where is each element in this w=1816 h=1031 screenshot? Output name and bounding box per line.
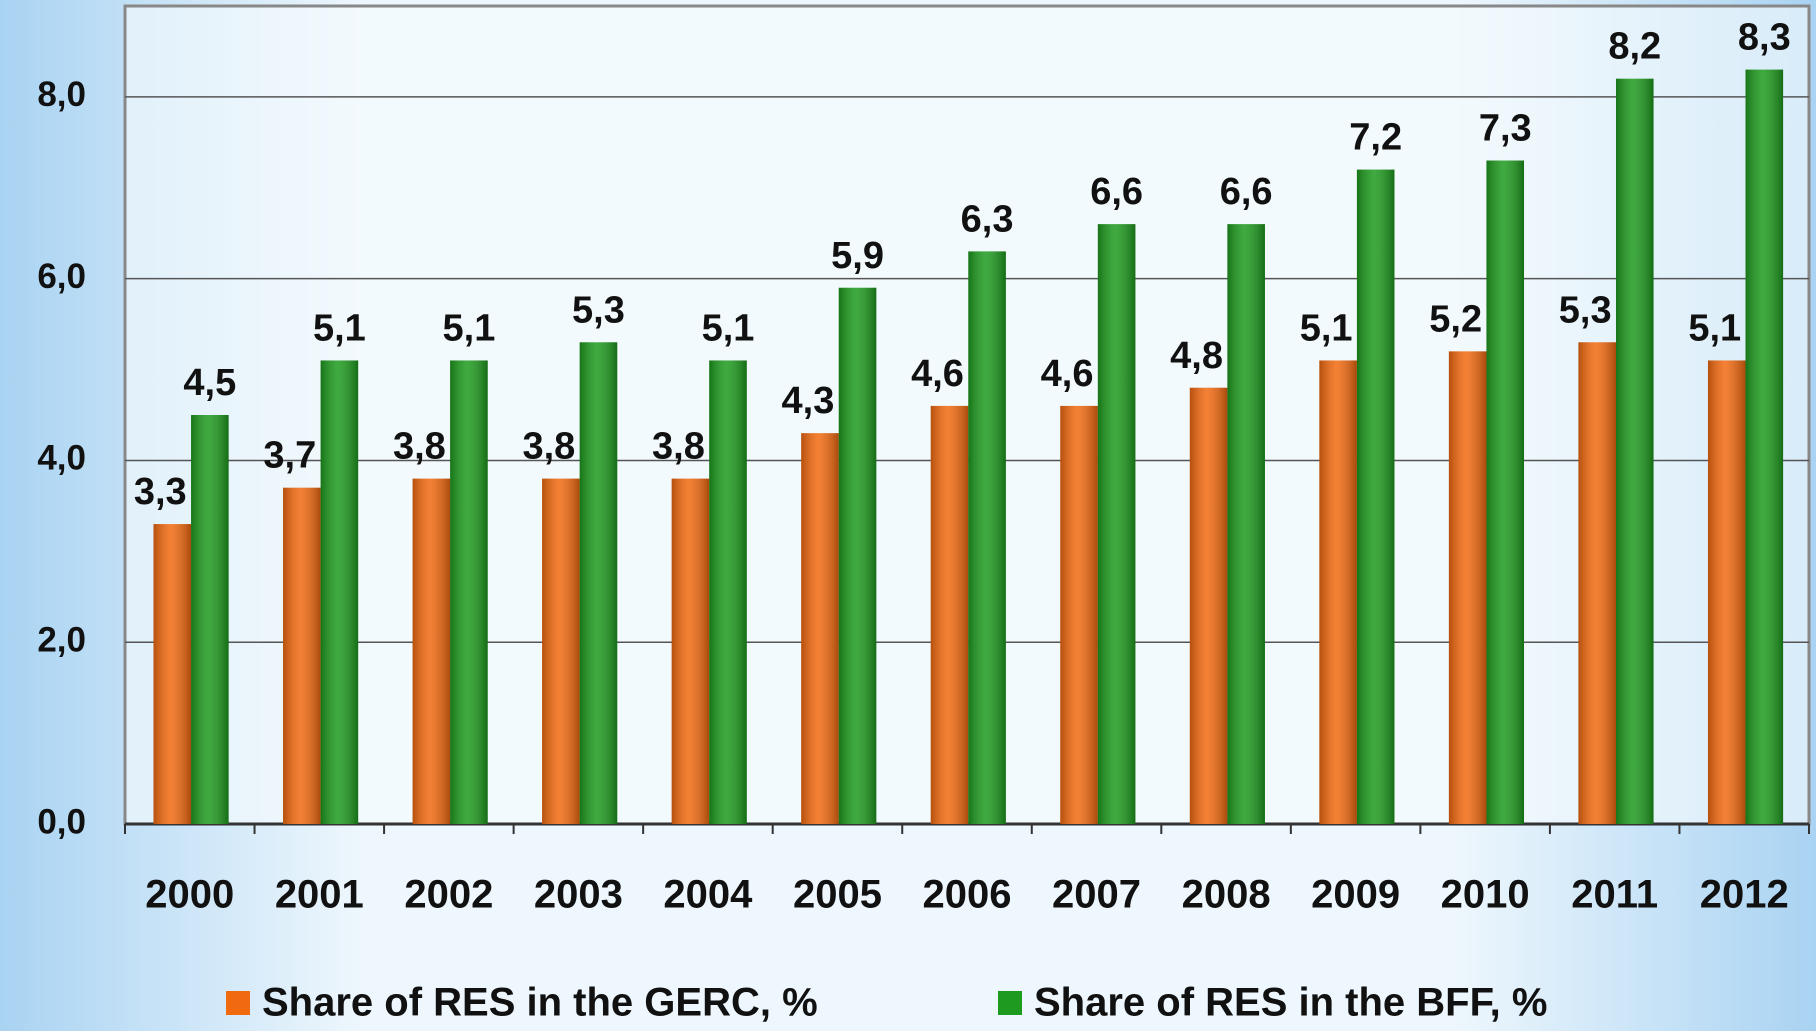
value-label: 6,6 <box>1090 171 1143 213</box>
value-label: 8,2 <box>1608 26 1661 68</box>
bar-shade <box>1227 224 1265 825</box>
bar-shade <box>1097 224 1136 825</box>
value-label: 3,3 <box>134 471 187 513</box>
bar-shade <box>320 360 359 824</box>
x-tick-label: 2008 <box>1182 873 1271 917</box>
bar-shade <box>412 478 451 824</box>
x-tick-label: 2011 <box>1571 873 1658 917</box>
x-tick-label: 2001 <box>275 873 364 917</box>
bar-shade <box>968 251 1006 824</box>
bar-shade <box>1060 405 1098 824</box>
value-label: 4,6 <box>1041 353 1094 395</box>
bar-shade <box>153 524 192 824</box>
value-label: 3,7 <box>263 435 316 477</box>
legend-label: Share of RES in the BFF, % <box>1034 981 1547 1025</box>
value-label: 5,3 <box>1559 289 1612 331</box>
y-tick-label: 0,0 <box>37 802 86 841</box>
y-tick-label: 4,0 <box>37 439 86 478</box>
bar-shade <box>1486 160 1525 824</box>
x-tick-label: 2003 <box>534 873 623 917</box>
value-label: 5,1 <box>702 307 755 349</box>
x-tick-label: 2004 <box>663 873 753 917</box>
x-tick-label: 2009 <box>1311 873 1400 917</box>
x-tick-label: 2000 <box>145 873 234 917</box>
bar-shade <box>1707 360 1746 824</box>
bar-shade <box>450 360 488 824</box>
bar-shade <box>1319 360 1357 824</box>
y-tick-label: 2,0 <box>37 620 86 659</box>
value-label: 5,1 <box>443 307 496 349</box>
y-tick-label: 8,0 <box>37 75 86 114</box>
value-label: 5,2 <box>1429 298 1482 340</box>
value-label: 7,3 <box>1479 108 1532 150</box>
y-tick-label: 6,0 <box>37 257 86 296</box>
legend-swatch <box>226 991 250 1015</box>
bar-shade <box>838 287 877 824</box>
bar-shade <box>671 478 710 824</box>
bar-shade <box>1189 387 1228 824</box>
x-tick-label: 2012 <box>1700 873 1789 917</box>
bar-shade <box>1578 342 1616 824</box>
bar-shade <box>930 405 969 824</box>
value-label: 4,5 <box>183 362 236 404</box>
value-label: 4,3 <box>782 380 835 422</box>
bar-shade <box>709 360 747 824</box>
x-tick-label: 2007 <box>1052 873 1141 917</box>
legend-swatch <box>998 991 1022 1015</box>
x-tick-label: 2010 <box>1441 873 1530 917</box>
value-label: 5,1 <box>1688 307 1741 349</box>
legend-label: Share of RES in the GERC, % <box>262 981 818 1025</box>
value-label: 3,8 <box>522 426 575 468</box>
value-label: 5,1 <box>1300 307 1353 349</box>
value-label: 5,3 <box>572 289 625 331</box>
bar-shade <box>1448 351 1487 824</box>
value-label: 5,9 <box>831 235 884 277</box>
bar-shade <box>1745 69 1784 825</box>
bar-shade <box>283 487 321 824</box>
bar-shade <box>1356 169 1395 825</box>
bar-shade <box>542 478 580 824</box>
bar-shade <box>579 342 618 824</box>
bar-shade <box>801 433 839 824</box>
value-label: 7,2 <box>1349 117 1402 159</box>
x-tick-label: 2005 <box>793 873 882 917</box>
value-label: 4,6 <box>911 353 964 395</box>
value-label: 6,6 <box>1220 171 1273 213</box>
value-label: 3,8 <box>393 426 446 468</box>
value-label: 4,8 <box>1170 335 1223 377</box>
value-label: 3,8 <box>652 426 705 468</box>
value-label: 8,3 <box>1738 17 1791 59</box>
bar-shade <box>1615 78 1654 824</box>
value-label: 5,1 <box>313 307 366 349</box>
x-tick-label: 2002 <box>404 873 493 917</box>
bar-shade <box>191 415 229 824</box>
x-tick-label: 2006 <box>923 873 1012 917</box>
value-label: 6,3 <box>961 198 1014 240</box>
